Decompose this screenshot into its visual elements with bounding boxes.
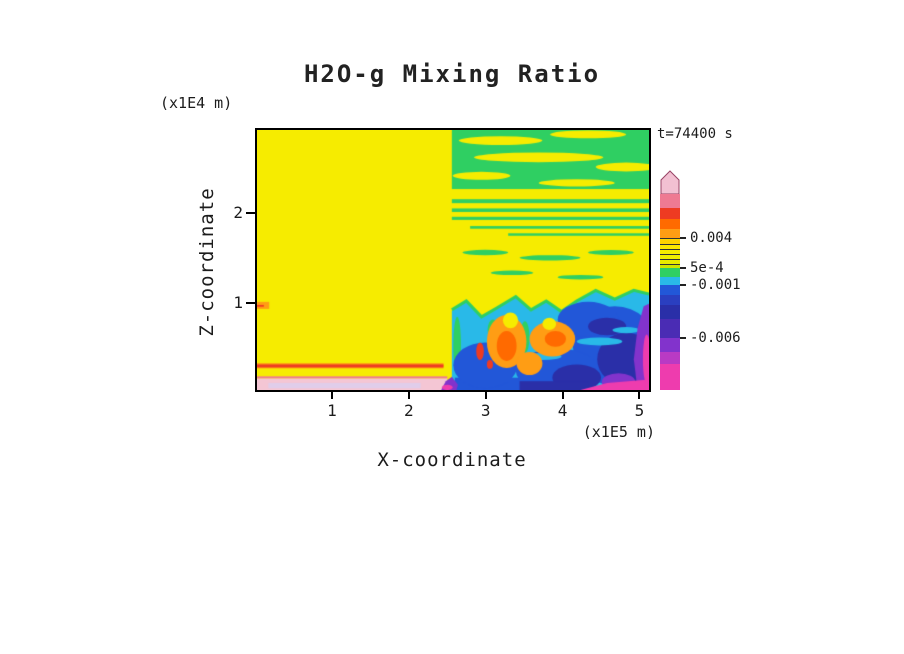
colorbar-segment (660, 319, 680, 338)
colorbar-label: 0.004 (690, 230, 733, 246)
colorbar-segments (660, 194, 680, 390)
colorbar-tick (680, 267, 686, 269)
y-tick (246, 301, 255, 304)
x-axis-label: X-coordinate (377, 449, 527, 471)
x-tick (330, 392, 333, 399)
colorbar-segment (660, 238, 680, 244)
chart-title: H2O-g Mixing Ratio (303, 60, 601, 88)
colorbar-tick (680, 337, 686, 339)
colorbar-labels: 0.004 5e-4 -0.001 -0.006 (660, 170, 800, 406)
plot-area (255, 128, 651, 392)
colorbar-segment (660, 268, 680, 277)
colorbar-segment (660, 254, 680, 259)
colorbar-segment (660, 249, 680, 254)
colorbar-arrow-tip-icon (660, 170, 680, 194)
y-axis-unit: (x1E4 m) (160, 94, 233, 112)
colorbar-segment (660, 229, 680, 238)
x-tick-label: 2 (403, 401, 414, 420)
colorbar-arrow-tip-shape (660, 170, 680, 194)
colorbar-label: -0.006 (690, 330, 741, 346)
colorbar-segment (660, 277, 680, 285)
colorbar-tick (680, 237, 686, 239)
colorbar-segment (660, 244, 680, 249)
x-tick (484, 392, 487, 399)
x-tick (638, 392, 641, 399)
colorbar-segment (660, 364, 680, 390)
contour-field-canvas (257, 130, 649, 390)
x-tick (561, 392, 564, 399)
colorbar-segment (660, 295, 680, 305)
colorbar-tick (680, 284, 686, 286)
colorbar: 0.004 5e-4 -0.001 -0.006 (660, 170, 800, 406)
colorbar-segment (660, 219, 680, 229)
colorbar-label: 5e-4 (690, 260, 724, 276)
colorbar-segment (660, 285, 680, 295)
colorbar-segment (660, 352, 680, 364)
colorbar-segment (660, 264, 680, 268)
x-tick-label: 4 (557, 401, 568, 420)
x-axis-unit: (x1E5 m) (582, 423, 655, 441)
y-tick-label: 2 (233, 203, 243, 223)
y-tick-label: 1 (233, 292, 243, 312)
colorbar-segment (660, 194, 680, 208)
colorbar-segment (660, 338, 680, 352)
colorbar-segment (660, 259, 680, 264)
x-tick-label: 3 (480, 401, 491, 420)
x-tick (407, 392, 410, 399)
colorbar-segment (660, 305, 680, 319)
colorbar-label: -0.001 (690, 277, 741, 293)
time-label: t=74400 s (657, 126, 733, 142)
x-tick-label: 5 (634, 401, 645, 420)
y-axis-label: Z-coordinate (196, 187, 218, 337)
x-tick-label: 1 (327, 401, 337, 420)
y-tick (246, 212, 255, 215)
colorbar-segment (660, 208, 680, 219)
